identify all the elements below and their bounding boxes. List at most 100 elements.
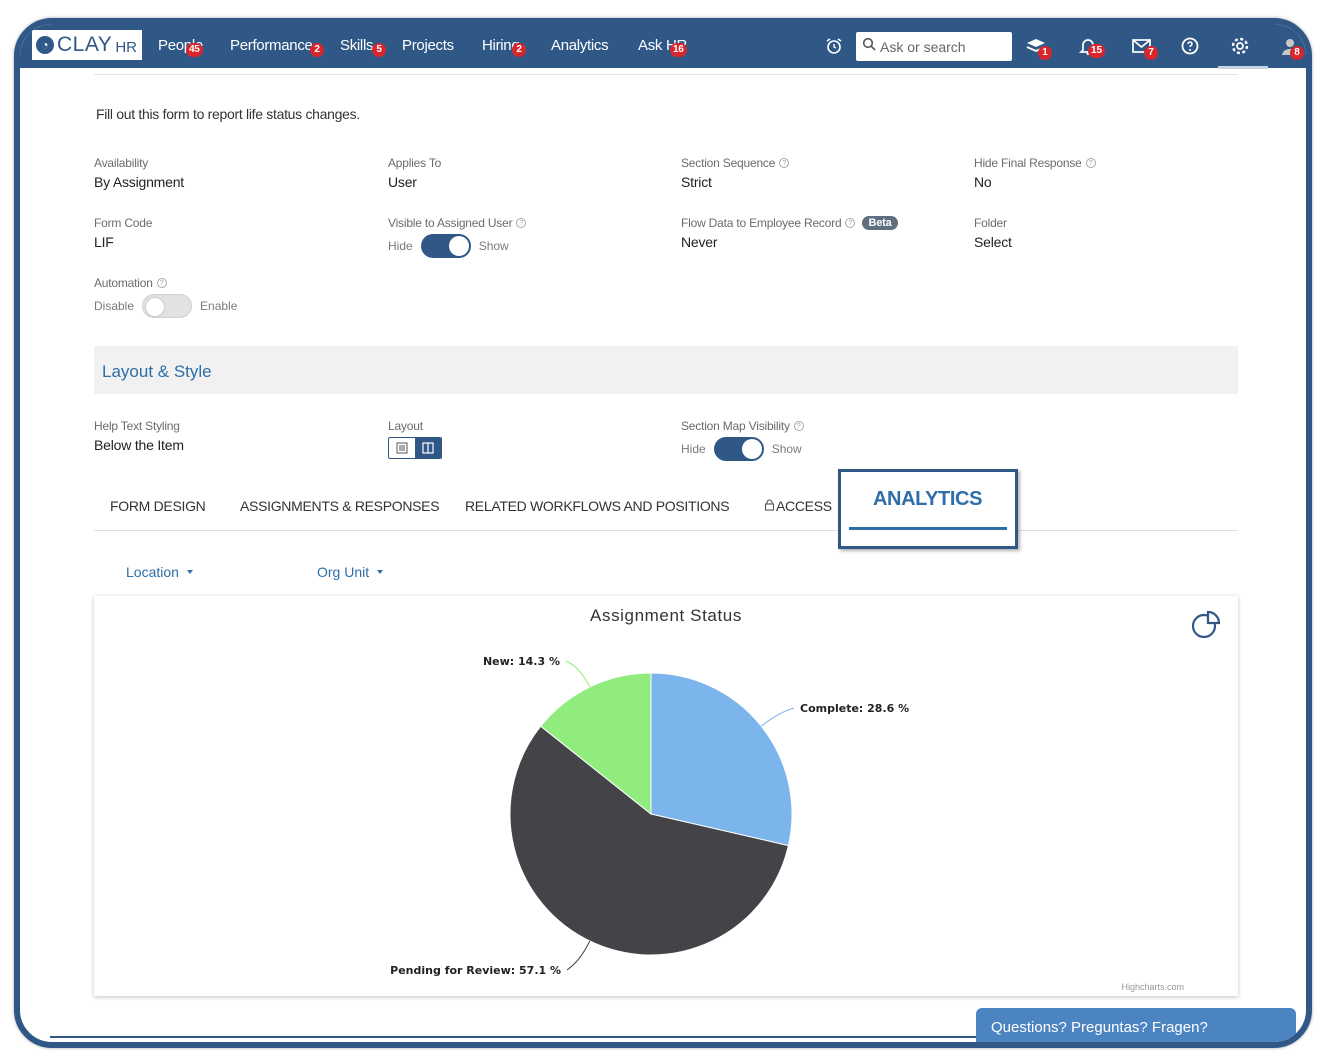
nav-item-performance[interactable]: Performance 2 bbox=[230, 37, 324, 57]
field-label: Flow Data to Employee Record bbox=[681, 216, 842, 230]
alarm-clock-icon[interactable] bbox=[822, 34, 846, 58]
flow-data-field: Flow Data to Employee Record? Beta Never bbox=[681, 216, 898, 250]
help-icon[interactable]: ? bbox=[779, 158, 790, 168]
messages-envelope-icon[interactable]: 7 bbox=[1130, 34, 1158, 60]
count-badge: 16 bbox=[670, 43, 687, 57]
data-label-connector bbox=[565, 660, 591, 688]
form-description: Fill out this form to report life status… bbox=[96, 106, 360, 122]
toggle-on-label: Show bbox=[478, 239, 509, 253]
pie-chart: Complete: 28.6 % Pending for Review: 57.1… bbox=[390, 655, 909, 977]
nav-item-projects[interactable]: Projects bbox=[402, 37, 454, 54]
tab-related-workflows[interactable]: RELATED WORKFLOWS AND POSITIONS bbox=[465, 498, 730, 514]
nav-item-people[interactable]: People 45 bbox=[158, 37, 203, 57]
assignment-status-chart: Assignment Status Complete: 28.6 % Pendin… bbox=[94, 596, 1238, 996]
field-label: Visible to Assigned User bbox=[388, 216, 513, 230]
hide-final-response-value[interactable]: No bbox=[974, 174, 992, 190]
nav-item-skills[interactable]: Skills 5 bbox=[340, 37, 386, 57]
nav-item-analytics[interactable]: Analytics bbox=[551, 37, 609, 54]
section-map-toggle[interactable] bbox=[713, 437, 764, 461]
user-avatar-icon[interactable]: 8 bbox=[1278, 34, 1304, 60]
search-icon bbox=[862, 37, 876, 56]
count-badge: 2 bbox=[512, 43, 526, 57]
tab-label: ANALYTICS bbox=[873, 488, 983, 510]
org-unit-filter-dropdown[interactable]: Org Unit bbox=[317, 564, 384, 580]
tab-assignments-responses[interactable]: ASSIGNMENTS & RESPONSES bbox=[240, 498, 440, 514]
nav-item-hiring[interactable]: Hiring 2 bbox=[482, 37, 526, 57]
form-code-value[interactable]: LIF bbox=[94, 234, 114, 250]
help-icon[interactable]: ? bbox=[793, 421, 804, 431]
count-badge: 15 bbox=[1088, 44, 1106, 58]
field-label: Folder bbox=[974, 216, 1007, 230]
settings-gear-icon[interactable] bbox=[1228, 34, 1252, 58]
toggle-on-label: Enable bbox=[200, 299, 238, 313]
tab-form-design[interactable]: FORM DESIGN bbox=[110, 498, 206, 514]
field-label: Section Map Visibility bbox=[681, 419, 790, 433]
field-label: Section Sequence bbox=[681, 156, 776, 170]
availability-value[interactable]: By Assignment bbox=[94, 174, 184, 190]
single-column-layout-icon[interactable] bbox=[389, 438, 415, 458]
divider bbox=[50, 1036, 1050, 1038]
field-label: Automation bbox=[94, 276, 153, 290]
help-icon[interactable]: ? bbox=[845, 218, 856, 228]
nav-label: Projects bbox=[402, 37, 454, 54]
help-circle-icon[interactable] bbox=[1178, 34, 1202, 58]
notifications-bell-icon[interactable]: 15 bbox=[1076, 34, 1106, 58]
flow-data-value[interactable]: Never bbox=[681, 234, 718, 250]
automation-toggle[interactable] bbox=[142, 294, 193, 318]
toggle-on-label: Show bbox=[771, 442, 802, 456]
field-label: Applies To bbox=[388, 156, 442, 170]
chart-credit[interactable]: Highcharts.com bbox=[1121, 982, 1184, 992]
toggle-off-label: Hide bbox=[681, 442, 706, 456]
count-badge: 1 bbox=[1038, 46, 1052, 60]
layout-field: Layout bbox=[388, 419, 442, 459]
help-icon[interactable]: ? bbox=[516, 218, 527, 228]
field-label: Hide Final Response bbox=[974, 156, 1082, 170]
help-icon[interactable]: ? bbox=[156, 278, 167, 288]
logo-icon: ◔ bbox=[36, 36, 54, 54]
section-sequence-value[interactable]: Strict bbox=[681, 174, 712, 190]
field-label: Help Text Styling bbox=[94, 419, 180, 433]
help-chat-button[interactable]: Questions? Preguntas? Fragen? bbox=[976, 1008, 1296, 1042]
section-map-visibility-field: Section Map Visibility? Hide Show bbox=[681, 419, 804, 461]
toggle-off-label: Disable bbox=[94, 299, 135, 313]
folder-value[interactable]: Select bbox=[974, 234, 1012, 250]
nav-item-ask-hr[interactable]: Ask HR 16 bbox=[638, 37, 687, 57]
search-input[interactable] bbox=[880, 38, 1000, 55]
search-bar[interactable] bbox=[856, 32, 1012, 61]
tab-access[interactable]: ACCESS bbox=[764, 498, 832, 514]
count-badge: 7 bbox=[1144, 46, 1158, 60]
pie-chart-type-icon[interactable] bbox=[1190, 608, 1222, 640]
nav-label: Analytics bbox=[551, 37, 609, 54]
visible-to-user-toggle[interactable] bbox=[420, 234, 471, 258]
layout-style-header: Layout & Style bbox=[94, 346, 1238, 394]
pie-data-label: Pending for Review: 57.1 % bbox=[390, 964, 561, 977]
section-title: Layout & Style bbox=[102, 362, 212, 381]
visible-to-assigned-user-field: Visible to Assigned User? Hide Show bbox=[388, 216, 527, 258]
data-label-connector bbox=[566, 940, 591, 971]
help-icon[interactable]: ? bbox=[1085, 158, 1096, 168]
learning-stack-icon[interactable]: 1 bbox=[1024, 34, 1052, 60]
pie-slice-new[interactable] bbox=[539, 672, 652, 816]
caret-down-icon bbox=[377, 570, 384, 574]
count-badge: 2 bbox=[310, 43, 324, 57]
nav-label: Skills bbox=[340, 37, 374, 54]
pie-slice-complete[interactable] bbox=[650, 672, 793, 847]
caret-down-icon bbox=[186, 570, 193, 574]
tab-analytics[interactable]: ANALYTICS bbox=[838, 469, 1018, 549]
tab-label: ACCESS bbox=[776, 498, 832, 514]
availability-field: Availability By Assignment bbox=[94, 156, 184, 190]
clayhr-logo[interactable]: ◔ CLAY HR bbox=[32, 30, 142, 60]
count-badge: 5 bbox=[372, 43, 386, 57]
logo-suffix: HR bbox=[115, 38, 137, 56]
count-badge: 45 bbox=[186, 43, 203, 57]
settings-active-indicator bbox=[1218, 66, 1268, 69]
help-text-styling-field: Help Text Styling Below the Item bbox=[94, 419, 184, 453]
nav-label: Hiring bbox=[482, 37, 520, 54]
lock-icon bbox=[764, 498, 775, 514]
applies-to-value[interactable]: User bbox=[388, 174, 417, 190]
help-text-styling-value[interactable]: Below the Item bbox=[94, 437, 184, 453]
location-filter-dropdown[interactable]: Location bbox=[126, 564, 193, 580]
automation-field: Automation? Disable Enable bbox=[94, 276, 237, 318]
two-column-layout-icon[interactable] bbox=[415, 438, 441, 458]
active-tab-indicator bbox=[849, 527, 1007, 530]
